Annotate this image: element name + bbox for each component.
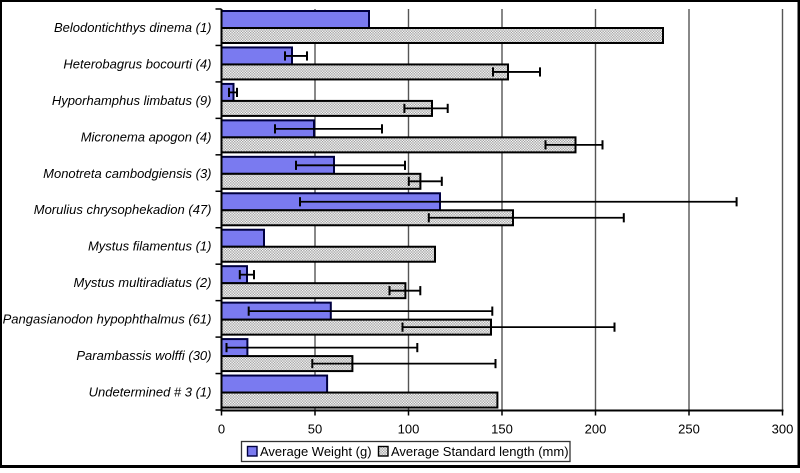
svg-text:Hyporhamphus limbatus (9): Hyporhamphus limbatus (9) — [52, 93, 212, 108]
svg-text:0: 0 — [218, 422, 225, 437]
svg-text:Mystus filamentus (1): Mystus filamentus (1) — [88, 239, 212, 254]
svg-text:Average Standard length (mm): Average Standard length (mm) — [391, 444, 569, 459]
svg-text:Average Weight (g): Average Weight (g) — [260, 444, 372, 459]
svg-text:300: 300 — [772, 422, 794, 437]
svg-text:Pangasianodon hypophthalmus (6: Pangasianodon hypophthalmus (61) — [3, 312, 212, 327]
svg-text:Micronema apogon (4): Micronema apogon (4) — [81, 129, 212, 144]
svg-text:250: 250 — [678, 422, 700, 437]
svg-text:150: 150 — [491, 422, 513, 437]
svg-text:200: 200 — [585, 422, 607, 437]
svg-text:Mystus multiradiatus (2): Mystus multiradiatus (2) — [74, 275, 212, 290]
svg-text:Belodontichthys dinema (1): Belodontichthys dinema (1) — [54, 20, 212, 35]
svg-text:Parambassis wolffi (30): Parambassis wolffi (30) — [76, 348, 211, 363]
svg-text:Undetermined # 3 (1): Undetermined # 3 (1) — [89, 384, 212, 399]
svg-text:50: 50 — [308, 422, 322, 437]
svg-text:100: 100 — [398, 422, 420, 437]
svg-text:Morulius chrysophekadion (47): Morulius chrysophekadion (47) — [34, 202, 212, 217]
svg-text:Heterobagrus bocourti (4): Heterobagrus bocourti (4) — [63, 56, 211, 71]
svg-text:Monotreta cambodgiensis (3): Monotreta cambodgiensis (3) — [43, 166, 211, 181]
